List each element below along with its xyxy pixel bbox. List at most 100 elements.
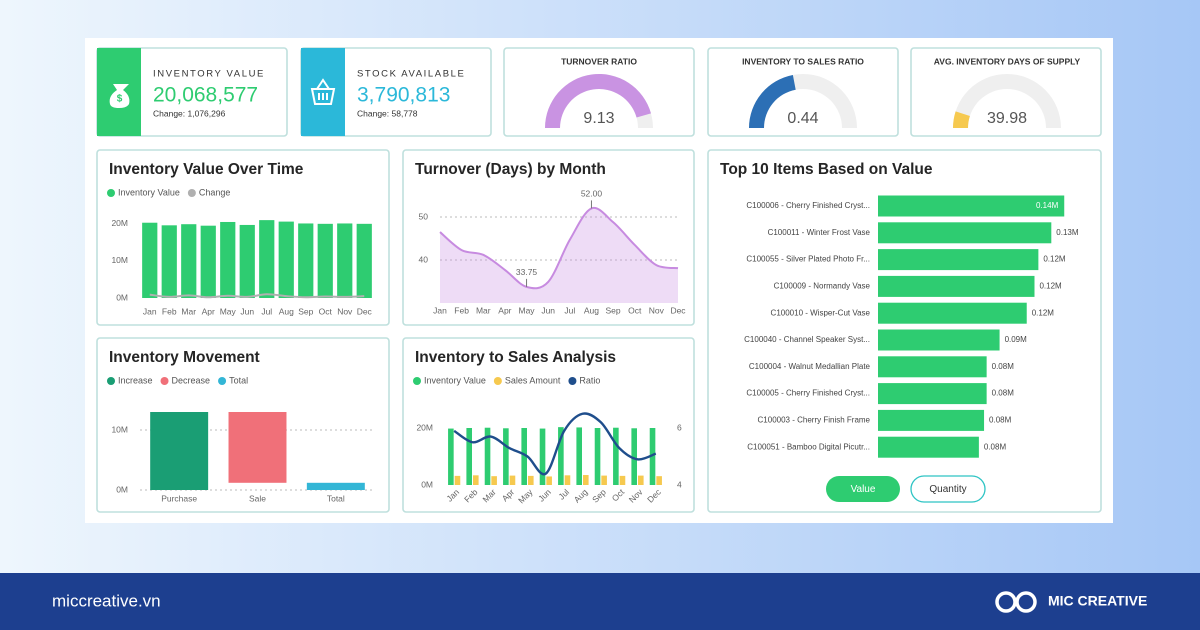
bar — [878, 409, 985, 431]
money-bag-icon: $ — [109, 84, 130, 108]
value-button[interactable]: Value — [826, 476, 900, 502]
legend-label: Ratio — [579, 375, 600, 385]
bar — [278, 221, 294, 298]
legend-marker — [107, 189, 115, 197]
legend-label: Inventory Value — [424, 375, 486, 385]
y-tick-label: C100004 - Walnut Medallian Plate — [749, 362, 871, 371]
x-tick-label: Jan — [143, 306, 157, 316]
chart-title: Inventory Movement — [109, 349, 260, 366]
bar — [259, 220, 275, 298]
x-tick-label: Jun — [541, 305, 555, 315]
x-tick-label: Dec — [357, 306, 373, 316]
bar — [181, 224, 197, 298]
legend-label: Decrease — [172, 375, 211, 385]
bar — [878, 356, 987, 378]
bar — [317, 223, 333, 298]
y-tick-label: C100010 - Wisper-Cut Vase — [771, 308, 871, 317]
x-tick-label: Aug — [279, 306, 294, 316]
y-tick-label: 50 — [419, 211, 429, 221]
gauge-value: 0.44 — [787, 110, 818, 127]
y-tick-label: 20M — [416, 422, 433, 432]
bar — [491, 476, 497, 485]
bar — [239, 224, 255, 298]
legend-label: Sales Amount — [505, 375, 561, 385]
bar — [638, 475, 644, 485]
data-label: 0.08M — [989, 416, 1012, 425]
x-tick-label: Dec — [670, 305, 686, 315]
legend-label: Increase — [118, 375, 153, 385]
basket-handle — [316, 78, 330, 90]
y-tick-label: 10M — [111, 255, 128, 265]
gauge-title: TURNOVER RATIO — [561, 56, 637, 66]
chart-title: Top 10 Items Based on Value — [720, 161, 933, 178]
chart-title: Inventory Value Over Time — [109, 161, 304, 178]
x-tick-label: Mar — [181, 306, 196, 316]
logo-ring — [995, 591, 1017, 613]
bar — [594, 428, 601, 485]
x-tick-label: Jan — [433, 305, 447, 315]
button-bg[interactable] — [910, 475, 986, 503]
area-fill — [440, 207, 678, 303]
bar — [583, 475, 589, 485]
y-tick-label: C100005 - Cherry Finished Cryst... — [746, 389, 870, 398]
y-tick-label: 10M — [111, 424, 128, 434]
legend-marker — [218, 377, 227, 385]
gauge-arc — [545, 73, 651, 128]
gauge-value: 39.98 — [987, 110, 1027, 127]
data-label: 52.00 — [581, 189, 603, 199]
x-tick-label: May — [220, 306, 237, 316]
chart-panel — [402, 149, 695, 326]
y-tick-label: 0M — [421, 479, 433, 489]
bar — [878, 195, 1065, 217]
bar — [878, 383, 987, 405]
bar — [878, 222, 1052, 244]
y-tick-label: C100040 - Channel Speaker Syst... — [744, 335, 870, 344]
x-tick-label: Feb — [162, 306, 177, 316]
y-tick-label: 0M — [116, 484, 128, 494]
bar — [576, 427, 582, 485]
bar — [878, 275, 1035, 297]
x-tick-label: Oct — [628, 305, 642, 315]
bar — [539, 428, 546, 485]
kpi-title: INVENTORY VALUE — [153, 69, 265, 80]
bar — [142, 222, 158, 298]
bar — [448, 428, 454, 485]
gauge-track — [953, 74, 1061, 128]
quantity-button[interactable]: Quantity — [910, 475, 986, 503]
bar — [601, 475, 607, 485]
y2-tick-label: 6 — [677, 422, 682, 432]
legend-label: Change — [199, 187, 231, 197]
brand-logo — [995, 591, 1037, 613]
basket-slats — [318, 93, 328, 100]
data-label: 0.12M — [1043, 255, 1066, 264]
bar — [649, 428, 656, 485]
y-tick-label: C100003 - Cherry Finish Frame — [758, 416, 871, 425]
bar — [356, 223, 372, 298]
button-label[interactable]: Quantity — [929, 484, 966, 495]
x-tick-label: Purchase — [161, 493, 197, 503]
bar — [509, 475, 516, 485]
data-label: 0.08M — [992, 389, 1015, 398]
x-tick-label: Sep — [606, 305, 621, 315]
series-line — [453, 412, 657, 476]
kpi-value: 20,068,577 — [153, 84, 258, 107]
y-tick-label: 0M — [116, 292, 128, 302]
button-label[interactable]: Value — [851, 484, 876, 495]
data-label: 0.12M — [1039, 282, 1062, 291]
bar — [564, 475, 571, 485]
basket-body — [310, 88, 336, 105]
button-bg[interactable] — [826, 476, 900, 502]
legend-label: Total — [229, 375, 248, 385]
x-tick-label: Sale — [249, 493, 266, 503]
kpi-change: Change: 1,076,296 — [153, 108, 226, 118]
y-tick-label: C100051 - Bamboo Digital Picutr... — [747, 442, 870, 451]
x-tick-label: Jun — [240, 306, 254, 316]
x-tick-label: Mar — [476, 305, 491, 315]
bar — [220, 221, 236, 298]
y-tick-label: C100009 - Normandy Vase — [774, 282, 871, 291]
bar — [473, 475, 479, 485]
bar — [546, 476, 552, 485]
footer-site: miccreative.vn — [52, 591, 161, 610]
x-tick-label: Aug — [584, 305, 599, 315]
data-label: 33.75 — [516, 267, 538, 277]
